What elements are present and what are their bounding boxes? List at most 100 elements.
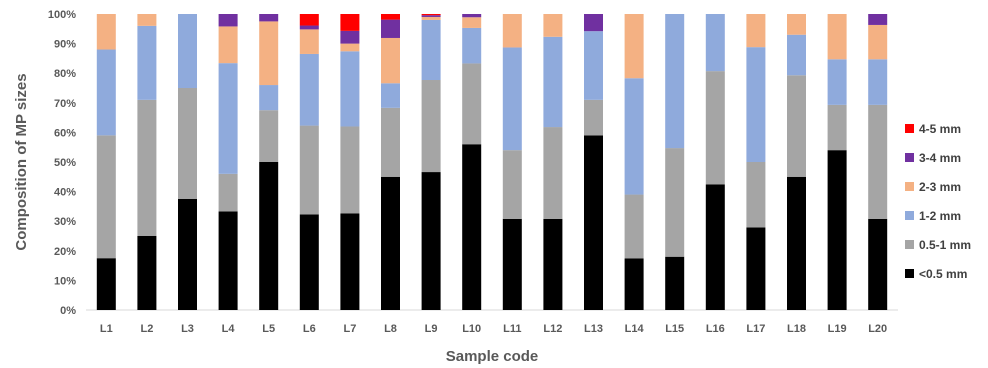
bar-segment xyxy=(462,63,481,144)
bar-segment xyxy=(543,219,562,310)
bar-segment xyxy=(868,14,887,25)
legend-item: 0.5-1 mm xyxy=(905,238,971,252)
bar-segment xyxy=(340,51,359,126)
bar-segment xyxy=(828,59,847,105)
bar-segment xyxy=(787,75,806,177)
x-axis-ticks: L1 L2 L3 L4 L5 L6 L7 L8 L9 L10 L11 L12 L13 L14 L15 L16 L… xyxy=(100,323,887,335)
y-tick-label: 50% xyxy=(54,157,76,169)
x-tick-label: L16 xyxy=(706,323,725,335)
x-tick-label: L13 xyxy=(584,323,603,335)
legend-item: 4-5 mm xyxy=(905,122,961,136)
bar-segment xyxy=(381,20,400,38)
bar-segment xyxy=(828,105,847,150)
bar-segment xyxy=(259,110,278,162)
legend-swatch xyxy=(905,269,914,278)
bar-segment xyxy=(178,14,197,88)
y-tick-label: 30% xyxy=(54,216,76,228)
legend: 4-5 mm 3-4 mm 2-3 mm 1-2 mm 0.5-1 mm <0.5 mm xyxy=(905,122,971,281)
x-tick-label: L20 xyxy=(868,323,887,335)
x-tick-label: L6 xyxy=(303,323,316,335)
legend-swatch xyxy=(905,182,914,191)
x-tick-label: L14 xyxy=(625,323,645,335)
bar-segment xyxy=(787,177,806,310)
bar-segment xyxy=(300,54,319,126)
bar-segment xyxy=(462,28,481,64)
bar-segment xyxy=(503,219,522,310)
legend-swatch xyxy=(905,153,914,162)
bar-segment xyxy=(787,35,806,76)
bar-segment xyxy=(178,88,197,199)
bar-segment xyxy=(422,20,441,80)
y-axis-ticks: 0% 10% 20% 30% 40% 50% 60% 70% 80% 90% 100% xyxy=(48,9,76,317)
x-tick-label: L17 xyxy=(746,323,765,335)
bar-segment xyxy=(300,26,319,30)
y-tick-label: 60% xyxy=(54,127,76,139)
bar-segment xyxy=(340,214,359,311)
bar-segment xyxy=(219,211,238,310)
legend-label: 3-4 mm xyxy=(919,151,961,165)
bar-segment xyxy=(625,259,644,311)
bar-segment xyxy=(746,162,765,227)
x-tick-label: L8 xyxy=(384,323,397,335)
bar-segment xyxy=(259,162,278,310)
x-tick-label: L5 xyxy=(262,323,275,335)
bar-segment xyxy=(381,177,400,310)
bar-segment xyxy=(178,199,197,310)
bar-segment xyxy=(503,14,522,47)
y-axis-title: Composition of MP sizes xyxy=(13,73,30,250)
bar-segment xyxy=(340,14,359,31)
bar-segment xyxy=(746,47,765,162)
bar-segment xyxy=(381,108,400,177)
bar-segment xyxy=(219,14,238,26)
y-tick-label: 100% xyxy=(48,9,76,21)
x-tick-label: L9 xyxy=(425,323,438,335)
bar-segment xyxy=(97,258,116,310)
bar-segment xyxy=(97,14,116,50)
legend-label: <0.5 mm xyxy=(919,267,967,281)
bar-segment xyxy=(543,37,562,127)
bar-segment xyxy=(868,59,887,105)
bar-segment xyxy=(625,14,644,78)
bar-segment xyxy=(706,185,725,311)
bar-segment xyxy=(300,29,319,54)
bars-group xyxy=(97,14,887,310)
bar-segment xyxy=(665,14,684,148)
bar-segment xyxy=(300,14,319,26)
bar-segment xyxy=(706,14,725,71)
legend-label: 1-2 mm xyxy=(919,209,961,223)
legend-label: 2-3 mm xyxy=(919,180,961,194)
bar-segment xyxy=(300,126,319,215)
bar-segment xyxy=(137,100,156,236)
bar-segment xyxy=(340,126,359,213)
bar-segment xyxy=(97,135,116,258)
bar-segment xyxy=(422,17,441,20)
x-tick-label: L18 xyxy=(787,323,806,335)
legend-item: 2-3 mm xyxy=(905,180,961,194)
bar-segment xyxy=(381,38,400,83)
legend-item: 1-2 mm xyxy=(905,209,961,223)
x-tick-label: L3 xyxy=(181,323,194,335)
bar-segment xyxy=(543,127,562,219)
bar-segment xyxy=(137,26,156,100)
legend-label: 4-5 mm xyxy=(919,122,961,136)
x-tick-label: L19 xyxy=(828,323,847,335)
bar-segment xyxy=(219,63,238,174)
legend-label: 0.5-1 mm xyxy=(919,238,971,252)
bar-segment xyxy=(259,21,278,85)
bar-segment xyxy=(584,31,603,100)
y-tick-label: 10% xyxy=(54,275,76,287)
x-tick-label: L2 xyxy=(140,323,153,335)
bar-segment xyxy=(503,150,522,219)
bar-segment xyxy=(422,15,441,17)
bar-segment xyxy=(422,14,441,15)
bar-segment xyxy=(543,14,562,37)
bar-segment xyxy=(137,14,156,26)
legend-item: 3-4 mm xyxy=(905,151,961,165)
bar-segment xyxy=(300,214,319,310)
bar-segment xyxy=(868,25,887,59)
x-tick-label: L11 xyxy=(503,323,521,335)
x-tick-label: L7 xyxy=(343,323,356,335)
x-tick-label: L1 xyxy=(100,323,113,335)
bar-segment xyxy=(503,47,522,150)
